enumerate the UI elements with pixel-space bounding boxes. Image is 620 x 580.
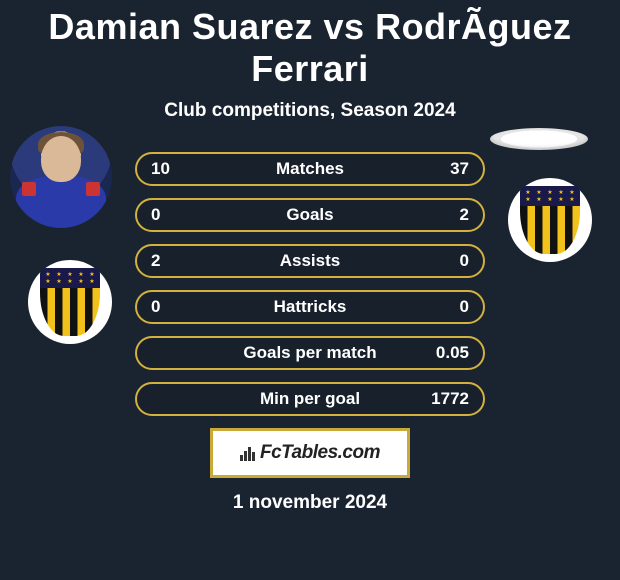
club-left-badge: ★★★★★ ★★★★★ (28, 260, 112, 344)
stat-label: Hattricks (274, 297, 347, 317)
brand-box: FcTables.com (210, 428, 410, 478)
brand-name: FcTables.com (260, 442, 380, 464)
club-right-badge: ★★★★★ ★★★★★ (508, 178, 592, 262)
subtitle: Club competitions, Season 2024 (0, 100, 620, 122)
stat-right-value: 37 (450, 159, 469, 179)
stat-label: Min per goal (260, 389, 360, 409)
stat-row: Min per goal 1772 (135, 382, 485, 416)
stat-right-value: 2 (460, 205, 469, 225)
penarol-crest-icon: ★★★★★ ★★★★★ (520, 186, 580, 254)
crest-stars: ★★★★★ ★★★★★ (520, 186, 580, 206)
stat-row: 0 Hattricks 0 (135, 290, 485, 324)
stat-row: Goals per match 0.05 (135, 336, 485, 370)
stat-left-value: 0 (151, 205, 160, 225)
brand-logo-icon (240, 445, 256, 461)
date-label: 1 november 2024 (0, 492, 620, 514)
player-left-avatar (10, 126, 112, 228)
player-right-avatar (490, 128, 588, 150)
crest-stars: ★★★★★ ★★★★★ (40, 268, 100, 288)
comparison-card: Damian Suarez vs RodrÃ­guez Ferrari Club… (0, 0, 620, 580)
stat-right-value: 0 (460, 297, 469, 317)
stat-row: 10 Matches 37 (135, 152, 485, 186)
player-left-jersey (16, 176, 106, 228)
stat-right-value: 1772 (431, 389, 469, 409)
stat-label: Goals (286, 205, 333, 225)
stat-row: 0 Goals 2 (135, 198, 485, 232)
stat-left-value: 10 (151, 159, 170, 179)
player-left-face (41, 136, 81, 182)
crest-stripes (40, 288, 100, 336)
stat-left-value: 2 (151, 251, 160, 271)
stat-label: Matches (276, 159, 344, 179)
penarol-crest-icon: ★★★★★ ★★★★★ (40, 268, 100, 336)
page-title: Damian Suarez vs RodrÃ­guez Ferrari (0, 6, 620, 90)
stat-right-value: 0 (460, 251, 469, 271)
stat-right-value: 0.05 (436, 343, 469, 363)
stat-row: 2 Assists 0 (135, 244, 485, 278)
stat-label: Goals per match (243, 343, 376, 363)
crest-stripes (520, 206, 580, 254)
stat-label: Assists (280, 251, 340, 271)
stats-list: 10 Matches 37 0 Goals 2 2 Assists 0 0 Ha… (135, 152, 485, 416)
stat-left-value: 0 (151, 297, 160, 317)
